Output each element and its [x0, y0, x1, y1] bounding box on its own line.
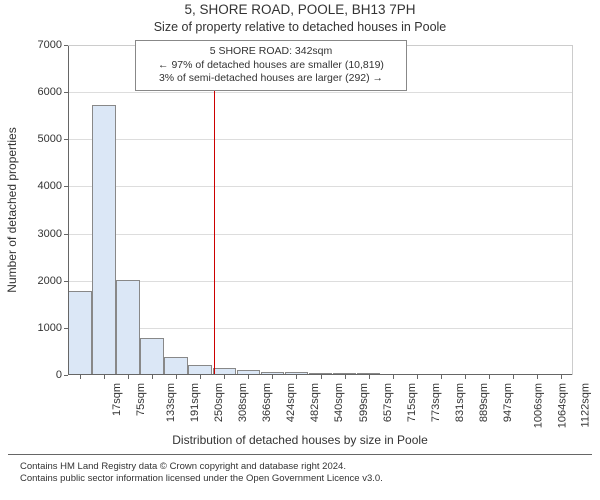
ytick-label: 5000: [38, 133, 68, 145]
xtick-label: 599sqm: [358, 383, 370, 422]
ytick-label: 0: [56, 369, 68, 381]
xtick-label: 889sqm: [478, 383, 490, 422]
grid-line: [68, 328, 573, 329]
ytick-label: 2000: [38, 275, 68, 287]
xtick-mark: [176, 375, 177, 379]
xtick-mark: [128, 375, 129, 379]
axis-border: [68, 45, 69, 375]
xtick-label: 1122sqm: [579, 383, 591, 427]
property-size-chart: 5, SHORE ROAD, POOLE, BH13 7PH Size of p…: [0, 0, 600, 500]
xtick-label: 250sqm: [213, 383, 225, 422]
xtick-label: 482sqm: [310, 383, 322, 422]
ytick-label: 1000: [38, 322, 68, 334]
footer-line: Contains public sector information licen…: [20, 473, 383, 485]
y-axis-label: Number of detached properties: [5, 127, 19, 292]
axis-border: [572, 45, 573, 375]
xtick-label: 366sqm: [261, 383, 273, 422]
xtick-mark: [345, 375, 346, 379]
ytick-label: 6000: [38, 86, 68, 98]
grid-line: [68, 92, 573, 93]
x-axis-label: Distribution of detached houses by size …: [0, 433, 600, 447]
xtick-label: 133sqm: [165, 383, 177, 422]
xtick-label: 540sqm: [334, 383, 346, 422]
annotation-line: ← 97% of detached houses are smaller (10…: [142, 59, 400, 73]
grid-line: [68, 234, 573, 235]
xtick-label: 1006sqm: [532, 383, 544, 428]
xtick-mark: [272, 375, 273, 379]
xtick-mark: [152, 375, 153, 379]
reference-line: [214, 45, 215, 375]
histogram-bar: [68, 291, 92, 375]
xtick-label: 191sqm: [189, 383, 201, 422]
histogram-bar: [164, 357, 188, 375]
xtick-mark: [417, 375, 418, 379]
ytick-label: 3000: [38, 228, 68, 240]
xtick-mark: [296, 375, 297, 379]
xtick-label: 773sqm: [430, 383, 442, 422]
xtick-label: 715sqm: [406, 383, 418, 422]
annotation-line: 3% of semi-detached houses are larger (2…: [142, 72, 400, 86]
histogram-bar: [92, 105, 116, 375]
xtick-mark: [80, 375, 81, 379]
xtick-mark: [369, 375, 370, 379]
xtick-label: 75sqm: [135, 383, 147, 416]
xtick-label: 424sqm: [285, 383, 297, 422]
xtick-mark: [321, 375, 322, 379]
plot-area: 0100020003000400050006000700017sqm75sqm1…: [68, 45, 573, 375]
xtick-mark: [465, 375, 466, 379]
xtick-mark: [561, 375, 562, 379]
grid-line: [68, 139, 573, 140]
xtick-label: 657sqm: [382, 383, 394, 422]
xtick-label: 831sqm: [454, 383, 466, 422]
xtick-mark: [441, 375, 442, 379]
histogram-bar: [140, 338, 164, 375]
property-annotation-box: 5 SHORE ROAD: 342sqm ← 97% of detached h…: [135, 40, 407, 91]
grid-line: [68, 186, 573, 187]
xtick-label: 17sqm: [111, 383, 123, 416]
xtick-mark: [200, 375, 201, 379]
annotation-line: 5 SHORE ROAD: 342sqm: [142, 45, 400, 59]
xtick-mark: [489, 375, 490, 379]
xtick-label: 308sqm: [237, 383, 249, 422]
grid-line: [68, 281, 573, 282]
chart-title-address: 5, SHORE ROAD, POOLE, BH13 7PH: [0, 2, 600, 17]
footer-attribution: Contains HM Land Registry data © Crown c…: [20, 461, 383, 486]
histogram-bar: [116, 280, 140, 375]
ytick-label: 7000: [38, 39, 68, 51]
xtick-mark: [513, 375, 514, 379]
xtick-label: 1064sqm: [556, 383, 568, 428]
xtick-mark: [224, 375, 225, 379]
footer-divider: [8, 454, 592, 455]
xtick-mark: [393, 375, 394, 379]
xtick-label: 947sqm: [502, 383, 514, 422]
axis-border: [68, 374, 573, 375]
xtick-mark: [248, 375, 249, 379]
xtick-mark: [104, 375, 105, 379]
chart-title-subtitle: Size of property relative to detached ho…: [0, 20, 600, 34]
footer-line: Contains HM Land Registry data © Crown c…: [20, 461, 383, 473]
xtick-mark: [537, 375, 538, 379]
ytick-label: 4000: [38, 180, 68, 192]
